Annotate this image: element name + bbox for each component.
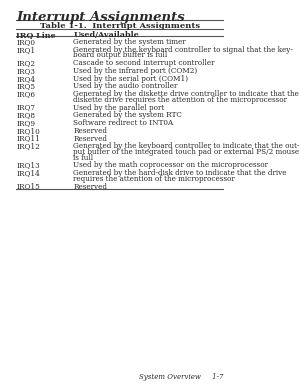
Text: Cascade to second interrupt controller: Cascade to second interrupt controller [73,59,215,67]
Text: put buffer of the integrated touch pad or external PS/2 mouse: put buffer of the integrated touch pad o… [73,148,299,156]
Text: Generated by the system timer: Generated by the system timer [73,38,186,46]
Text: IRQ9: IRQ9 [16,119,35,127]
Text: Reserved: Reserved [73,183,107,191]
Text: IRQ14: IRQ14 [16,169,40,177]
Text: Generated by the diskette drive controller to indicate that the: Generated by the diskette drive controll… [73,90,299,98]
Text: Generated by the keyboard controller to indicate that the out-: Generated by the keyboard controller to … [73,142,300,151]
Text: IRQ12: IRQ12 [16,142,40,151]
Text: Table 1-1.  Interrupt Assignments: Table 1-1. Interrupt Assignments [40,22,200,30]
Text: board output buffer is full: board output buffer is full [73,51,168,59]
Text: IRQ3: IRQ3 [16,67,35,75]
Text: Reserved: Reserved [73,127,107,135]
Text: Used by the math coprocessor on the microprocessor: Used by the math coprocessor on the micr… [73,161,268,170]
Text: IRQ15: IRQ15 [16,183,40,191]
Text: is full: is full [73,154,93,162]
Text: Generated by the system RTC: Generated by the system RTC [73,111,182,120]
Text: Generated by the keyboard controller to signal that the key-: Generated by the keyboard controller to … [73,46,293,54]
Text: Used by the serial port (COM1): Used by the serial port (COM1) [73,74,188,83]
Text: IRQ0: IRQ0 [16,38,35,46]
Text: Reserved: Reserved [73,135,107,143]
Text: Generated by the hard-disk drive to indicate that the drive: Generated by the hard-disk drive to indi… [73,169,287,177]
Text: Software redirect to INT0A: Software redirect to INT0A [73,119,174,127]
Text: diskette drive requires the attention of the microprocessor: diskette drive requires the attention of… [73,96,287,104]
Text: Used by the infrared port (COM2): Used by the infrared port (COM2) [73,67,198,75]
Text: IRQ5: IRQ5 [16,83,35,90]
Text: IRQ11: IRQ11 [16,135,40,143]
Text: IRQ7: IRQ7 [16,104,35,112]
Text: IRQ6: IRQ6 [16,90,35,98]
Text: Used by the audio controller: Used by the audio controller [73,83,178,90]
Text: IRQ8: IRQ8 [16,111,35,120]
Text: IRQ1: IRQ1 [16,46,35,54]
Text: IRQ4: IRQ4 [16,74,35,83]
Text: IRQ13: IRQ13 [16,161,40,170]
Text: Used by the parallel port: Used by the parallel port [73,104,165,112]
Text: Interrupt Assignments: Interrupt Assignments [16,11,185,24]
Text: requires the attention of the microprocessor: requires the attention of the microproce… [73,175,235,183]
Text: IRQ Line: IRQ Line [16,31,56,39]
Text: Used/Available: Used/Available [73,31,139,39]
Text: System Overview     1-7: System Overview 1-7 [139,373,224,381]
Text: IRQ2: IRQ2 [16,59,35,67]
Text: IRQ10: IRQ10 [16,127,40,135]
